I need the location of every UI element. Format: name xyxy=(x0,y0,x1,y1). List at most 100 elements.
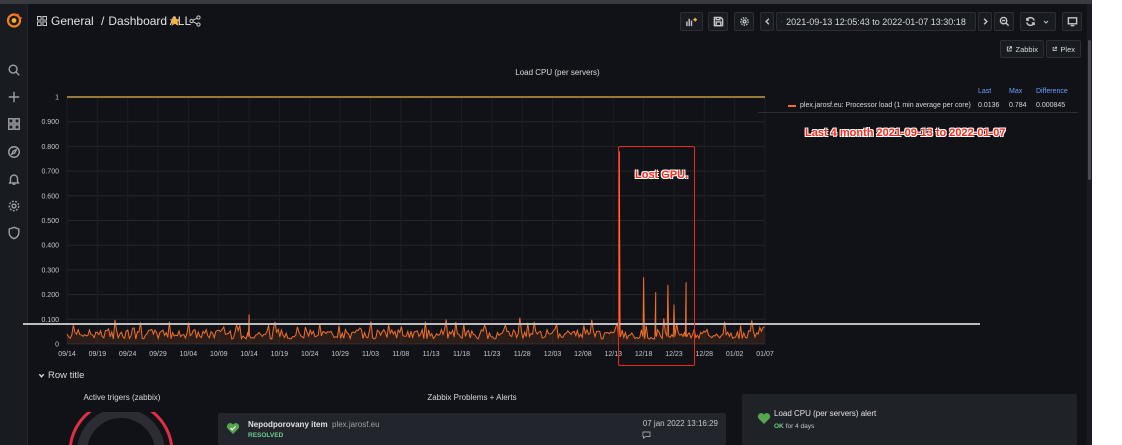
y-tick-label: 0.600 xyxy=(41,193,59,200)
breadcrumb: General / Dashboard ALL xyxy=(51,14,195,28)
row-title[interactable]: Row title xyxy=(38,370,84,381)
y-tick-label: 0 xyxy=(55,342,59,349)
zoom-out-icon xyxy=(999,16,1009,27)
legend-row[interactable]: plex.jarosf.eu: Processor load (1 min av… xyxy=(758,101,1078,113)
refresh-picker[interactable] xyxy=(1020,12,1056,31)
problem-time: 07 jan 2022 13:16:29 xyxy=(642,419,718,428)
alert-list-panel: Load CPU (per servers) alert OK for 4 day… xyxy=(742,394,1077,445)
comment-icon[interactable] xyxy=(642,431,651,439)
x-tick-label: 09/24 xyxy=(119,351,137,358)
tv-mode-button[interactable] xyxy=(1062,12,1082,31)
grafana-app: General / Dashboard ALL xyxy=(0,0,1092,445)
x-tick-label: 10/19 xyxy=(271,351,289,358)
legend-header-last[interactable]: Last xyxy=(978,88,992,95)
save-dashboard-button[interactable] xyxy=(708,12,728,31)
share-icon[interactable] xyxy=(189,15,201,27)
problems-panel-title[interactable]: Zabbix Problems + Alerts xyxy=(427,393,517,402)
time-range-picker[interactable]: 2021-09-13 12:05:43 to 2022-01-07 13:30:… xyxy=(776,12,976,31)
x-tick-label: 09/14 xyxy=(58,351,76,358)
chevron-down-icon xyxy=(1043,20,1049,24)
top-border xyxy=(0,0,1092,4)
triggers-panel-title[interactable]: Active trigers (zabbix) xyxy=(83,393,161,402)
scrollbar-track[interactable] xyxy=(1087,4,1092,445)
x-tick-label: 10/04 xyxy=(180,351,198,358)
legend-swatch xyxy=(788,105,796,107)
x-tick-label: 10/09 xyxy=(210,351,228,358)
x-tick-label: 11/18 xyxy=(453,351,470,358)
legend-header-difference[interactable]: Difference xyxy=(1036,88,1068,95)
legend-header-max[interactable]: Max xyxy=(1009,88,1023,95)
y-tick-label: 0.900 xyxy=(41,119,59,126)
x-tick-label: 12/13 xyxy=(604,351,622,358)
zabbix-link-label: Zabbix xyxy=(1015,44,1038,54)
plex-link[interactable]: Plex xyxy=(1046,40,1081,58)
save-icon xyxy=(713,16,723,27)
search-icon[interactable] xyxy=(6,62,22,78)
refresh-icon xyxy=(1026,16,1035,27)
star-icon[interactable] xyxy=(169,15,181,27)
explore-icon[interactable] xyxy=(6,144,22,160)
load-cpu-chart[interactable]: 0 0.100 0.200 0.300 0.400 0.500 0.600 0.700 0.80… xyxy=(0,0,1087,370)
x-tick-label: 12/28 xyxy=(696,351,714,358)
y-tick-label: 0.500 xyxy=(41,218,59,225)
x-tick-label: 01/02 xyxy=(726,351,744,358)
zoom-out-button[interactable] xyxy=(994,12,1014,31)
gpu-annotation-box xyxy=(618,146,695,366)
dashboard-header: General / Dashboard ALL xyxy=(28,4,1087,38)
dashboard-settings-button[interactable] xyxy=(734,12,754,31)
time-shift-forward-button[interactable] xyxy=(978,12,992,31)
settings-icon[interactable] xyxy=(6,198,22,214)
load-cpu-panel: Load CPU (per servers) xyxy=(28,62,1087,362)
row-title-label: Row title xyxy=(48,370,85,381)
plex-link-label: Plex xyxy=(1060,44,1075,54)
alert-duration: for 4 days xyxy=(785,423,815,430)
chevron-left-icon xyxy=(764,18,769,25)
add-panel-button[interactable] xyxy=(680,12,703,31)
x-tick-label: 09/19 xyxy=(89,351,107,358)
problem-status: RESOLVED xyxy=(248,432,284,439)
x-tick-label: 12/03 xyxy=(544,351,562,358)
y-tick-label: 0.700 xyxy=(41,169,59,176)
grafana-logo[interactable] xyxy=(6,12,22,28)
problem-name[interactable]: Nepodporovany item xyxy=(248,420,328,429)
triggers-gauge xyxy=(69,412,173,445)
x-tick-label: 01/07 xyxy=(756,351,774,358)
y-tick-label: 0.200 xyxy=(41,292,59,299)
external-link-icon xyxy=(1006,46,1012,52)
heart-icon xyxy=(757,413,771,424)
alert-name[interactable]: Load CPU (per servers) alert xyxy=(774,409,877,418)
x-tick-label: 12/23 xyxy=(665,351,683,358)
external-link-icon xyxy=(1052,46,1057,51)
chevron-down-icon xyxy=(38,373,45,378)
legend-difference-value: 0.000845 xyxy=(1036,102,1066,109)
y-tick-label: 0.300 xyxy=(41,267,59,274)
range-annotation: Last 4 month 2021-09-13 to 2022-01-07 xyxy=(805,127,1006,139)
x-tick-label: 11/08 xyxy=(392,351,409,358)
settings-icon xyxy=(739,17,749,26)
scrollbar-thumb[interactable] xyxy=(1088,40,1091,180)
tv-icon xyxy=(1067,17,1077,27)
x-tick-label: 11/13 xyxy=(423,351,440,358)
chevron-down-icon xyxy=(970,21,971,22)
alerting-icon[interactable] xyxy=(6,171,22,187)
chevron-right-icon xyxy=(983,18,988,25)
zabbix-link[interactable]: Zabbix xyxy=(1000,40,1044,58)
chart-title[interactable]: Load CPU (per servers) xyxy=(515,68,600,77)
plus-icon[interactable] xyxy=(6,89,22,105)
breadcrumb-separator: / xyxy=(101,14,105,28)
breadcrumb-folder[interactable]: General xyxy=(51,14,94,28)
clock-icon xyxy=(781,20,783,23)
problem-row[interactable]: Nepodporovany item plex.jarosf.eu RESOLV… xyxy=(218,413,726,445)
alert-state: OK xyxy=(774,423,784,430)
shield-icon[interactable] xyxy=(6,225,22,241)
y-tick-label: 0.400 xyxy=(41,243,59,250)
x-tick-label: 10/14 xyxy=(240,351,258,358)
breadcrumb-dashboard[interactable]: Dashboard ALL xyxy=(108,14,192,28)
x-tick-label: 10/29 xyxy=(331,351,349,358)
y-tick-label: 1 xyxy=(55,95,59,102)
legend-max-value: 0.784 xyxy=(1009,102,1027,109)
time-shift-back-button[interactable] xyxy=(760,12,774,31)
x-tick-label: 12/18 xyxy=(635,351,653,358)
sidebar xyxy=(0,4,28,445)
dashboards-icon[interactable] xyxy=(6,116,22,132)
